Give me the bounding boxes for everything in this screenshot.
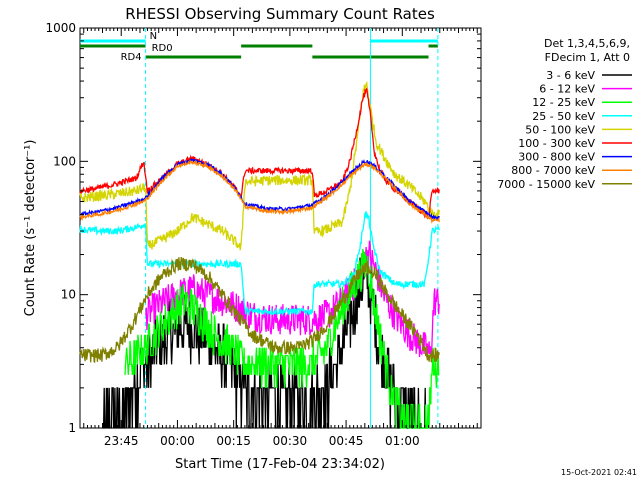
flag-label-n: N [150,31,157,42]
legend: Det 1,3,4,5,6,9,FDecim 1, Att 0 3 - 6 keV… [497,37,632,191]
y-axis: 1 10 100 1000 [45,21,481,435]
series-line-green [124,248,440,429]
y-tick-label: 1000 [45,21,76,35]
series-layer [79,80,440,429]
x-tick-label: 23:45 [104,434,139,448]
x-axis-label: Start Time (17-Feb-04 23:34:02) [175,457,385,472]
legend-entry-label: 12 - 25 keV [532,96,595,109]
series-line-blue [79,158,440,221]
y-axis-label: Count Rate (s⁻¹ detector⁻¹) [23,140,38,317]
legend-entry-label: 25 - 50 keV [532,110,595,123]
timestamp-label: 15-Oct-2021 02:41 [561,468,637,477]
legend-header: Det 1,3,4,5,6,9, [544,37,630,50]
flag-label-rd0: RD0 [152,43,173,54]
series-line-cyan [79,210,440,317]
flag-label-rd4: RD4 [121,52,142,63]
chart-title: RHESSI Observing Summary Count Rates [125,5,435,23]
y-tick-label: 1 [68,421,76,435]
y-tick-label: 10 [61,288,76,302]
legend-entry-label: 6 - 12 keV [539,83,595,96]
series-line-red [79,87,440,220]
x-tick-label: 00:30 [273,434,308,448]
legend-entry-label: 100 - 300 keV [518,137,595,150]
x-tick-label: 00:00 [160,434,195,448]
x-axis: 23:45 00:00 00:15 00:30 00:45 01:00 [83,28,478,448]
legend-entry-label: 300 - 800 keV [518,151,595,164]
legend-entry-label: 7000 - 15000 keV [497,178,595,191]
x-tick-label: 00:45 [329,434,364,448]
y-tick-label: 100 [53,154,76,168]
series-line-orange [79,159,440,224]
x-tick-label: 01:00 [385,434,420,448]
legend-header: FDecim 1, Att 0 [545,51,630,64]
series-line-olive [79,256,440,364]
legend-entry-label: 3 - 6 keV [546,69,595,82]
x-tick-label: 00:15 [216,434,251,448]
legend-entry-label: 800 - 7000 keV [511,164,595,177]
series-line-yellow [79,80,440,251]
legend-entry-label: 50 - 100 keV [525,123,595,136]
